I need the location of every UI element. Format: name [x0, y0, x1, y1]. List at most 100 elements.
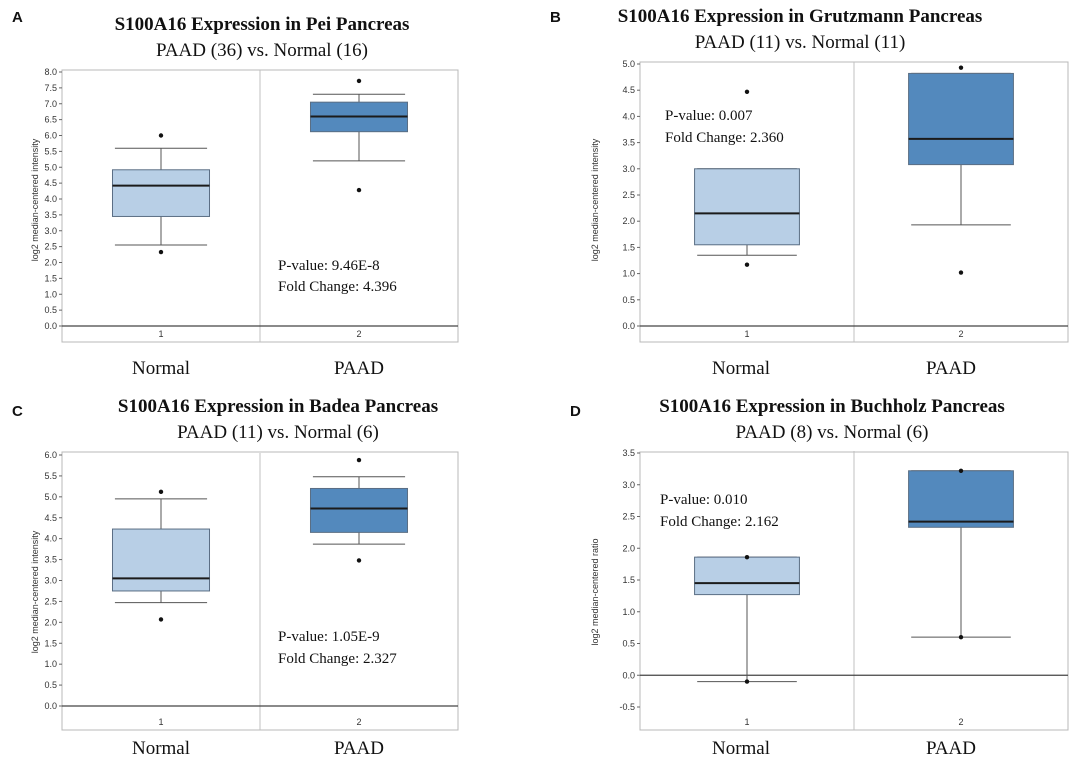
box-normal: [111, 528, 211, 592]
panel-a: A S100A16 Expression in Pei Pancreas PAA…: [12, 9, 459, 379]
y-tick-label: 0.0: [622, 321, 635, 331]
y-tick-label: 1.5: [44, 273, 57, 283]
y-tick-label: 5.5: [44, 146, 57, 156]
outlier-point-normal: [158, 249, 164, 255]
y-tick-label: 4.0: [44, 534, 57, 544]
category-label-normal: Normal: [712, 358, 770, 379]
y-tick-label: 4.5: [622, 85, 635, 95]
outlier-point-paad: [958, 65, 964, 70]
y-tick-label: 0.0: [44, 701, 57, 711]
x-tick-label: 2: [958, 717, 963, 727]
y-axis-label: log2 median-centered ratio: [590, 538, 600, 645]
y-tick-label: 3.5: [44, 210, 57, 220]
y-tick-label: 1.5: [622, 575, 635, 585]
p-value-annotation: P-value: 9.46E-8: [278, 258, 380, 274]
y-tick-label: 1.0: [44, 289, 57, 299]
y-tick-label: 3.0: [622, 164, 635, 174]
p-value-annotation: P-value: 0.007: [665, 108, 753, 124]
box-normal: [694, 168, 800, 246]
y-tick-label: 5.0: [44, 162, 57, 172]
y-tick-label: 4.0: [622, 111, 635, 121]
x-tick-label: 2: [356, 329, 361, 339]
x-tick-label: 1: [158, 329, 163, 339]
outlier-point-paad: [958, 468, 964, 473]
y-tick-label: 2.5: [44, 596, 57, 606]
x-tick-label: 1: [744, 329, 749, 339]
y-tick-label: 3.0: [44, 226, 57, 236]
category-label-normal: Normal: [132, 358, 190, 379]
box-normal: [111, 169, 211, 217]
y-tick-label: 0.0: [44, 321, 57, 331]
y-tick-label: 0.0: [622, 670, 635, 680]
y-tick-label: 0.5: [622, 295, 635, 305]
y-tick-label: 4.0: [44, 194, 57, 204]
panel-letter: C: [12, 403, 23, 420]
panel-b: B S100A16 Expression in Grutzmann Pancre…: [550, 6, 1069, 379]
panel-letter: B: [550, 9, 561, 26]
panel-c: C S100A16 Expression in Badea Pancreas P…: [12, 396, 459, 759]
outlier-point-normal: [158, 617, 164, 622]
outlier-point-normal: [744, 554, 750, 560]
chart-subtitle: PAAD (36) vs. Normal (16): [156, 40, 368, 61]
chart-subtitle: PAAD (8) vs. Normal (6): [736, 422, 929, 443]
y-tick-label: 2.5: [622, 512, 635, 522]
y-tick-label: 6.5: [44, 115, 57, 125]
outlier-point-paad: [958, 270, 964, 275]
outlier-point-normal: [744, 262, 750, 267]
y-tick-label: 6.0: [44, 450, 57, 460]
y-tick-label: 2.0: [622, 543, 635, 553]
y-tick-label: 1.0: [622, 269, 635, 279]
fold-change-annotation: Fold Change: 4.396: [278, 279, 397, 295]
p-value-annotation: P-value: 1.05E-9: [278, 629, 380, 645]
y-tick-label: 2.0: [622, 216, 635, 226]
outlier-point-normal: [158, 133, 164, 138]
category-label-paad: PAAD: [334, 738, 384, 759]
chart-subtitle: PAAD (11) vs. Normal (11): [695, 32, 906, 53]
y-tick-label: 4.5: [44, 513, 57, 523]
p-value-annotation: P-value: 0.010: [660, 492, 748, 508]
y-tick-label: 2.0: [44, 617, 57, 627]
outlier-point-normal: [744, 679, 750, 684]
y-tick-label: 0.5: [44, 305, 57, 315]
y-axis-label: log2 median-centered intensity: [590, 138, 600, 261]
y-tick-label: 1.5: [622, 242, 635, 252]
x-tick-label: 2: [356, 717, 361, 727]
y-tick-label: 3.5: [622, 138, 635, 148]
y-tick-label: 3.0: [622, 480, 635, 490]
box-normal: [694, 556, 800, 596]
category-label-paad: PAAD: [334, 358, 384, 379]
x-tick-label: 1: [744, 717, 749, 727]
y-tick-label: -0.5: [619, 702, 635, 712]
outlier-point-paad: [356, 187, 362, 193]
y-tick-label: 2.5: [44, 242, 57, 252]
outlier-point-paad: [356, 78, 362, 84]
x-tick-label: 2: [958, 329, 963, 339]
y-tick-label: 3.0: [44, 576, 57, 586]
y-tick-label: 7.5: [44, 83, 57, 93]
outlier-point-paad: [958, 634, 964, 640]
category-label-normal: Normal: [712, 738, 770, 759]
y-tick-label: 3.5: [622, 448, 635, 458]
y-tick-label: 2.5: [622, 190, 635, 200]
y-tick-label: 8.0: [44, 67, 57, 77]
y-tick-label: 1.0: [622, 607, 635, 617]
y-tick-label: 4.5: [44, 178, 57, 188]
y-tick-label: 7.0: [44, 99, 57, 109]
category-label-paad: PAAD: [926, 358, 976, 379]
panel-d: D S100A16 Expression in Buchholz Pancrea…: [570, 396, 1069, 759]
y-tick-label: 5.0: [622, 59, 635, 69]
chart-title: S100A16 Expression in Pei Pancreas: [115, 14, 410, 35]
fold-change-annotation: Fold Change: 2.327: [278, 651, 397, 667]
y-tick-label: 1.0: [44, 659, 57, 669]
y-tick-label: 1.5: [44, 638, 57, 648]
fold-change-annotation: Fold Change: 2.360: [665, 130, 784, 146]
x-tick-label: 1: [158, 717, 163, 727]
chart-title: S100A16 Expression in Buchholz Pancreas: [659, 396, 1005, 417]
y-tick-label: 5.5: [44, 471, 57, 481]
box-paad: [309, 487, 409, 533]
chart-title: S100A16 Expression in Badea Pancreas: [118, 396, 438, 417]
y-axis-label: log2 median-centered intensity: [30, 138, 40, 261]
box-paad: [908, 470, 1014, 528]
category-label-normal: Normal: [132, 738, 190, 759]
